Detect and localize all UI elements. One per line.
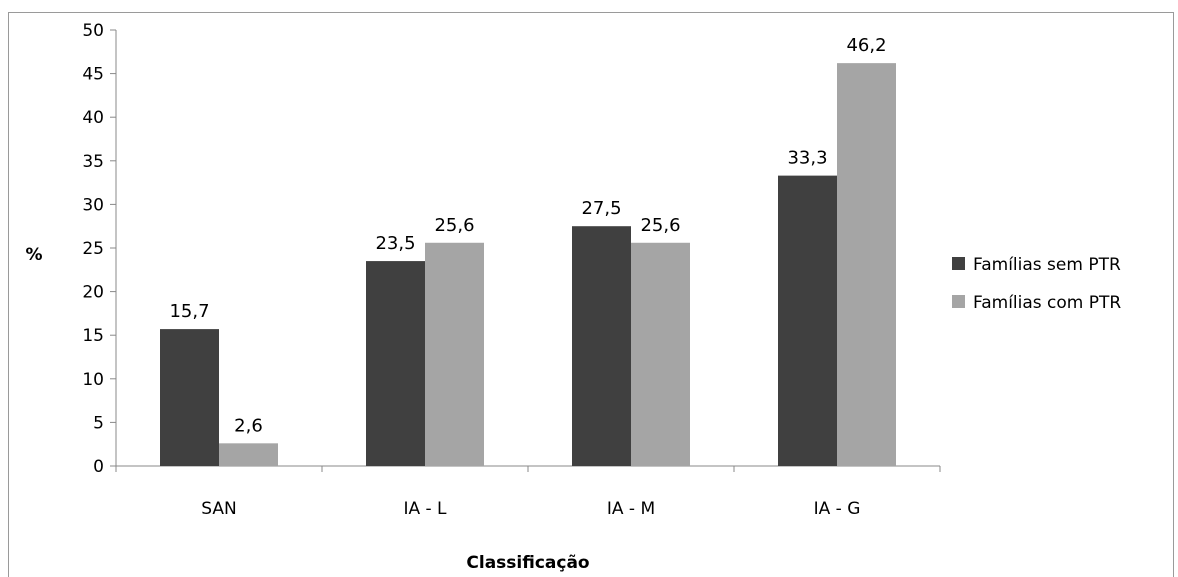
data-label: 2,6 [234, 415, 263, 436]
data-label: 25,6 [434, 215, 474, 236]
data-label: 23,5 [375, 233, 415, 254]
data-label: 27,5 [581, 198, 621, 219]
bar [219, 443, 278, 466]
x-axis: SAN IA - L IA - M IA - G [115, 465, 941, 519]
y-tick-label: 0 [93, 457, 104, 477]
y-tick-label: 5 [93, 413, 104, 433]
y-tick-label: 20 [82, 283, 104, 303]
y-axis: 0 5 10 15 20 25 30 35 40 45 50 [82, 21, 117, 477]
bars [160, 63, 896, 467]
legend-swatch [952, 295, 965, 308]
y-tick-label: 30 [82, 195, 104, 215]
legend-label: Famílias sem PTR [973, 255, 1121, 275]
data-label: 25,6 [640, 215, 680, 236]
y-tick-label: 25 [82, 239, 104, 259]
x-axis-title: Classificação [466, 553, 589, 573]
bar [425, 242, 484, 466]
data-label: 46,2 [846, 35, 886, 56]
bar [366, 261, 425, 466]
y-tick-label: 35 [82, 152, 104, 172]
legend-label: Famílias com PTR [973, 293, 1121, 313]
x-tick-label: IA - M [607, 499, 655, 519]
y-tick-label: 40 [82, 108, 104, 128]
y-axis-title: % [25, 245, 42, 265]
bar [631, 242, 690, 466]
data-labels: 15,7 23,5 27,5 33,3 2,6 25,6 25,6 46,2 [169, 35, 886, 436]
legend: Famílias sem PTR Famílias com PTR [952, 255, 1121, 313]
bar [837, 63, 896, 467]
x-tick-label: IA - L [403, 499, 447, 519]
bar [778, 175, 837, 466]
data-label: 15,7 [169, 301, 209, 322]
y-tick-label: 50 [82, 21, 104, 41]
legend-swatch [952, 257, 965, 270]
bar [572, 226, 631, 466]
x-tick-label: SAN [201, 499, 236, 519]
x-tick-label: IA - G [814, 499, 861, 519]
y-tick-label: 10 [82, 370, 104, 390]
y-tick-label: 15 [82, 326, 104, 346]
bar [160, 329, 219, 466]
y-tick-label: 45 [82, 65, 104, 85]
data-label: 33,3 [787, 148, 827, 169]
